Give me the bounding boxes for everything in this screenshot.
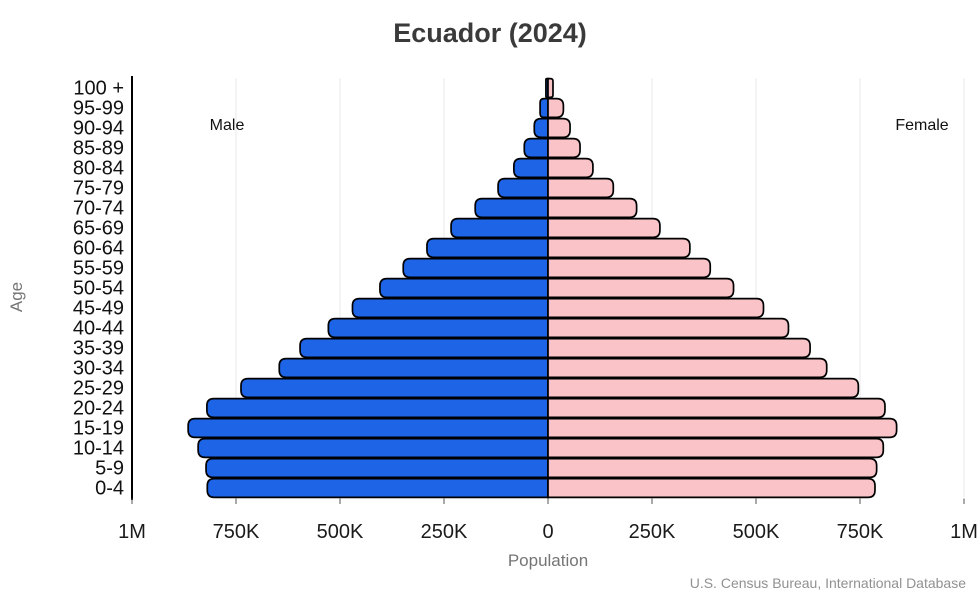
male-label: Male bbox=[210, 117, 245, 134]
age-tick-label: 95-99 bbox=[73, 98, 124, 120]
age-tick-label: 10-14 bbox=[73, 438, 124, 460]
bar-female-15-19 bbox=[547, 417, 898, 439]
age-tick-label: 90-94 bbox=[73, 118, 124, 140]
bar-female-55-59 bbox=[547, 257, 712, 279]
bar-male-35-39 bbox=[299, 337, 549, 359]
x-tick-label: 0 bbox=[542, 521, 553, 543]
bar-female-35-39 bbox=[547, 337, 811, 359]
bar-female-80-84 bbox=[547, 157, 594, 179]
pyramid-bars bbox=[187, 77, 898, 499]
bar-female-100+ bbox=[547, 77, 554, 99]
age-tick-label: 45-49 bbox=[73, 298, 124, 320]
age-tick-label: 30-34 bbox=[73, 358, 124, 380]
bar-male-25-29 bbox=[240, 377, 549, 399]
bar-female-65-69 bbox=[547, 217, 661, 239]
age-tick-label: 40-44 bbox=[73, 318, 124, 340]
bar-male-0-4 bbox=[206, 477, 549, 499]
x-tick-label: 250K bbox=[421, 521, 468, 543]
bar-female-0-4 bbox=[547, 477, 876, 499]
bar-male-20-24 bbox=[206, 397, 549, 419]
chart-title: Ecuador (2024) bbox=[393, 18, 587, 48]
bar-female-90-94 bbox=[547, 117, 571, 139]
bar-male-40-44 bbox=[327, 317, 549, 339]
x-tick-label: 1M bbox=[118, 521, 146, 543]
bar-female-30-34 bbox=[547, 357, 828, 379]
bar-female-5-9 bbox=[547, 457, 878, 479]
x-tick-label: 1M bbox=[950, 521, 978, 543]
age-tick-label: 15-19 bbox=[73, 418, 124, 440]
bar-male-75-79 bbox=[497, 177, 549, 199]
bar-male-10-14 bbox=[197, 437, 549, 459]
age-tick-label: 70-74 bbox=[73, 198, 124, 220]
tick-labels: 100 +95-9990-9485-8980-8475-7970-7465-69… bbox=[73, 78, 978, 544]
age-tick-label: 85-89 bbox=[73, 138, 124, 160]
bar-female-75-79 bbox=[547, 177, 615, 199]
bar-male-45-49 bbox=[351, 297, 549, 319]
axes bbox=[131, 76, 965, 504]
bar-male-55-59 bbox=[402, 257, 549, 279]
female-label: Female bbox=[895, 117, 948, 134]
bar-male-50-54 bbox=[379, 277, 549, 299]
x-tick-label: 500K bbox=[317, 521, 364, 543]
bar-female-10-14 bbox=[547, 437, 885, 459]
age-tick-label: 60-64 bbox=[73, 238, 124, 260]
static-labels: Ecuador (2024) Male Female Population Ag… bbox=[7, 18, 966, 591]
age-tick-label: 25-29 bbox=[73, 378, 124, 400]
x-tick-label: 750K bbox=[213, 521, 260, 543]
age-tick-label: 50-54 bbox=[73, 278, 124, 300]
bar-female-45-49 bbox=[547, 297, 765, 319]
age-tick-label: 100 + bbox=[73, 78, 124, 100]
bar-male-30-34 bbox=[278, 357, 549, 379]
y-axis-title: Age bbox=[7, 282, 26, 312]
bar-male-90-94 bbox=[533, 117, 549, 139]
age-tick-label: 65-69 bbox=[73, 218, 124, 240]
age-tick-label: 75-79 bbox=[73, 178, 124, 200]
bar-male-5-9 bbox=[205, 457, 549, 479]
bar-female-85-89 bbox=[547, 137, 581, 159]
bar-male-15-19 bbox=[187, 417, 549, 439]
age-tick-label: 5-9 bbox=[95, 458, 124, 480]
x-tick-label: 750K bbox=[837, 521, 884, 543]
bar-male-95-99 bbox=[539, 97, 549, 119]
bar-female-70-74 bbox=[547, 197, 638, 219]
bar-female-40-44 bbox=[547, 317, 790, 339]
bar-male-60-64 bbox=[426, 237, 549, 259]
age-tick-label: 20-24 bbox=[73, 398, 124, 420]
bar-male-85-89 bbox=[523, 137, 549, 159]
bar-male-80-84 bbox=[513, 157, 549, 179]
age-tick-label: 80-84 bbox=[73, 158, 124, 180]
x-tick-label: 500K bbox=[733, 521, 780, 543]
bar-female-95-99 bbox=[547, 97, 565, 119]
bar-female-60-64 bbox=[547, 237, 691, 259]
bar-female-25-29 bbox=[547, 377, 860, 399]
age-tick-label: 55-59 bbox=[73, 258, 124, 280]
bar-female-20-24 bbox=[547, 397, 886, 419]
age-tick-label: 35-39 bbox=[73, 338, 124, 360]
bar-female-50-54 bbox=[547, 277, 735, 299]
bar-male-65-69 bbox=[450, 217, 549, 239]
source-attribution: U.S. Census Bureau, International Databa… bbox=[690, 575, 966, 591]
x-axis-title: Population bbox=[508, 551, 588, 570]
age-tick-label: 0-4 bbox=[95, 478, 124, 500]
x-tick-label: 250K bbox=[629, 521, 676, 543]
bar-male-70-74 bbox=[474, 197, 549, 219]
